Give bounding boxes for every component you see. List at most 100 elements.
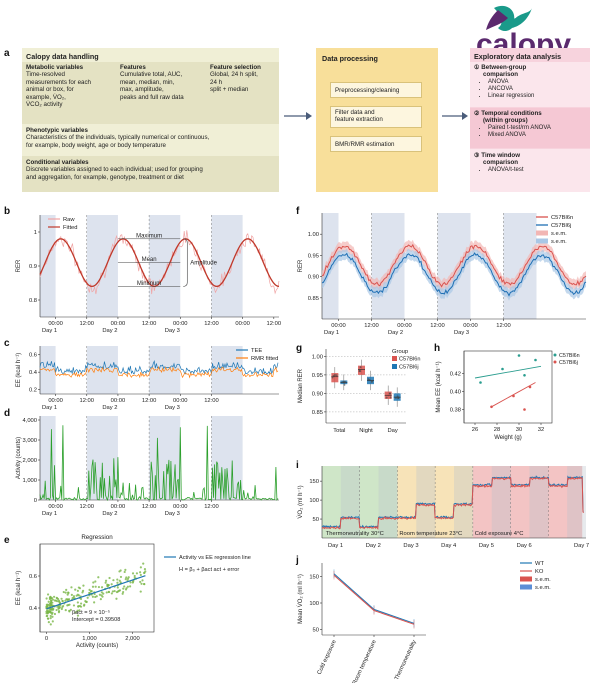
y-axis-title: Mean V̇O₂ (ml h⁻¹) [297, 574, 304, 624]
scatter-point [49, 610, 52, 613]
scatter-point [127, 576, 130, 579]
night-shading [86, 346, 118, 394]
scatter-point [129, 581, 132, 584]
regression-line [46, 575, 146, 610]
scatter-point [139, 590, 142, 593]
scatter-point [47, 603, 50, 606]
legend-label: RMR fitted [251, 356, 278, 362]
day-label: Day 3 [403, 543, 418, 549]
scatter-point [141, 579, 144, 582]
conditional-row: Conditional variables Discrete variables… [22, 156, 279, 192]
group-series-line [321, 252, 587, 297]
metabolic-row [22, 62, 279, 124]
scatter-point [123, 570, 126, 574]
data-point [359, 366, 362, 369]
scatter-point [143, 571, 146, 574]
data-point [331, 376, 334, 379]
metabolic-title: Metabolic variables [26, 64, 84, 71]
scatter-point [45, 614, 48, 618]
legend-swatch [553, 360, 557, 364]
data-point [333, 374, 336, 377]
legend-label: TEE [251, 348, 262, 354]
scatter-point [116, 586, 119, 589]
night-shading [491, 466, 511, 538]
day-label: Day 5 [479, 543, 494, 549]
fit-line [491, 382, 536, 408]
scatter-point [100, 586, 104, 589]
data-point [370, 380, 373, 383]
chart-mean-ee-weight: 0.38 0.40 0.42 Mean EE (kcal h⁻¹) 26 28 30 32 We… [436, 350, 580, 441]
legend-swatch [553, 353, 557, 357]
legend-label: C57Bl6j [559, 360, 578, 366]
day-label: Day 3 [165, 511, 180, 517]
scatter-point [143, 568, 147, 571]
scatter-point [501, 367, 504, 371]
plot-frame [463, 350, 553, 424]
conditional-title: Conditional variables [26, 159, 89, 166]
condition-label: Room temperature 23°C [399, 531, 462, 537]
scatter-point [122, 590, 125, 594]
y-tick-label: 1 [34, 230, 37, 236]
x-tick-label: 12:00 [364, 323, 379, 329]
scatter-point [52, 595, 56, 598]
scatter-point [116, 578, 119, 581]
x-axis-title: Activity (counts) [76, 643, 118, 649]
scatter-point [97, 585, 101, 589]
category-label: Day [388, 428, 398, 434]
phenotypic-line: for example, body weight, age or body te… [26, 141, 166, 149]
scatter-point [51, 598, 55, 601]
category-label: Total [333, 428, 345, 434]
scatter-point [108, 576, 111, 580]
mean-vo2-line [333, 574, 415, 625]
scatter-point [523, 408, 526, 411]
x-tick-label: 26 [472, 427, 478, 433]
legend-swatch [536, 238, 548, 244]
scatter-point [98, 593, 101, 596]
scatter-point [113, 589, 116, 593]
scatter-point [126, 585, 129, 588]
legend-label: s.e.m. [535, 577, 551, 583]
category-label: Room temperature [352, 639, 378, 683]
annotation-label: Minimum [137, 281, 161, 287]
analysis-item: Mixed ANOVA [488, 132, 551, 139]
x-tick-label: 00:00 [173, 398, 188, 404]
exploratory-section: ③ Time window comparison ANOVA/t-test [470, 149, 590, 192]
legend-label: KO [535, 569, 544, 575]
data-point [342, 380, 345, 383]
condition-shading [472, 466, 583, 538]
amplitude-bracket [183, 238, 188, 287]
scatter-point [45, 610, 48, 613]
scatter-point [49, 617, 52, 620]
y-axis-title: Activity (counts) [16, 437, 22, 479]
features-line: peaks and full raw data [120, 93, 184, 101]
scatter-point [88, 588, 91, 591]
y-axis-title: V̇O₂ (ml h⁻¹) [297, 485, 304, 518]
scatter-point [66, 593, 69, 596]
legend-label: s.e.m. [551, 239, 567, 245]
exploratory-title: Exploratory data analysis [474, 52, 562, 61]
metabolic-line: example, V̇O₂, [26, 93, 66, 101]
scatter-point [48, 597, 51, 601]
scatter-point [49, 614, 52, 618]
y-tick-label: 100 [309, 601, 319, 607]
scatter-point [74, 588, 77, 591]
scatter-point [74, 611, 77, 614]
x-tick-label: 12:00 [80, 398, 95, 404]
scatter-point [64, 609, 67, 612]
y-axis-title: EE (kcal h⁻¹) [16, 353, 22, 388]
scatter-point [116, 581, 119, 584]
scatter-point [51, 608, 55, 611]
scatter-point [86, 596, 89, 599]
y-tick-label: 0 [34, 498, 37, 504]
x-tick-label: 12:00 [80, 321, 95, 327]
scatter-point [76, 609, 79, 612]
box [331, 373, 339, 383]
day-label: Day 2 [102, 405, 117, 411]
fit-line [474, 365, 542, 379]
x-tick-label: 2,000 [125, 636, 140, 642]
selection-title: Feature selection [210, 64, 261, 71]
night-shading [40, 416, 56, 500]
x-tick-label: 00:00 [463, 323, 478, 329]
y-tick-label: 1.00 [312, 354, 323, 360]
processing-title: Data processing [322, 54, 378, 63]
